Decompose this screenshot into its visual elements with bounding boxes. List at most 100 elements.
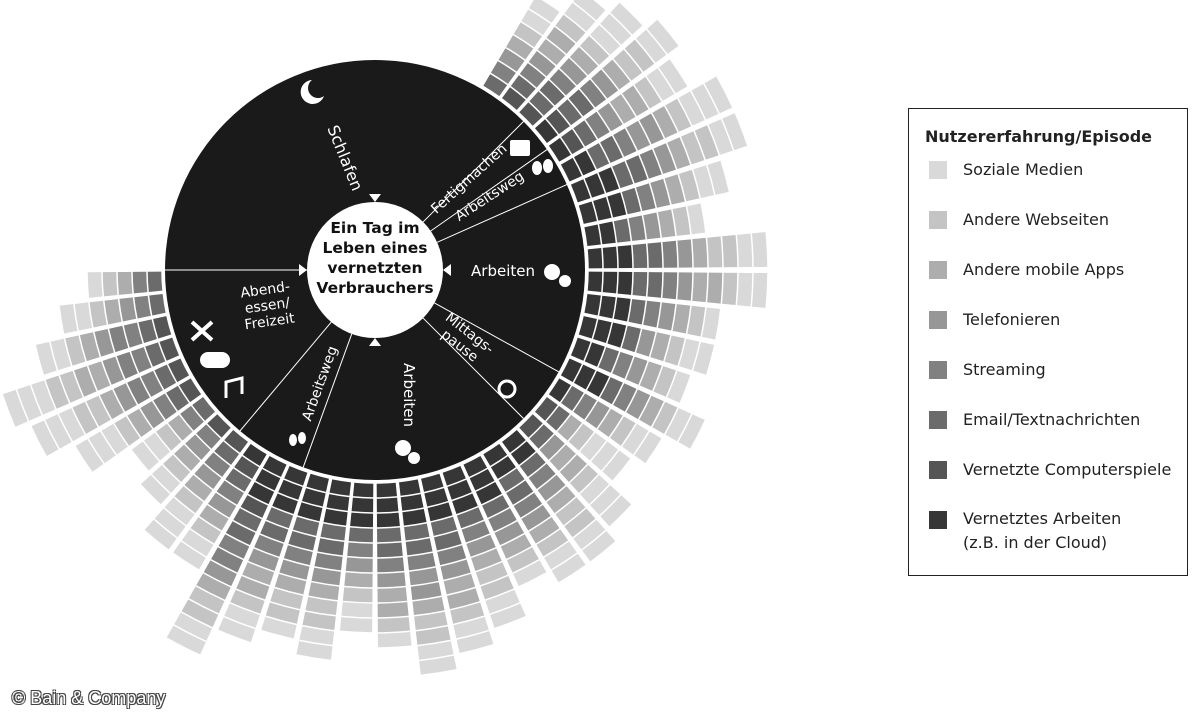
cell-segment bbox=[667, 370, 691, 403]
cell-segment bbox=[466, 534, 496, 557]
legend-swatch bbox=[929, 411, 947, 429]
legend-swatch bbox=[929, 261, 947, 279]
cell-segment bbox=[194, 463, 222, 489]
cell-segment bbox=[482, 495, 510, 518]
cell-segment bbox=[632, 272, 663, 298]
episode-label: Arbeiten bbox=[400, 363, 418, 427]
feet-icon bbox=[289, 434, 297, 446]
center-circle bbox=[307, 202, 443, 338]
cell-segment bbox=[677, 272, 693, 301]
cell-segment bbox=[166, 385, 189, 411]
legend-item: Andere Webseiten bbox=[925, 210, 1187, 260]
legend-label: Streaming bbox=[963, 360, 1046, 379]
cell-segment bbox=[570, 337, 605, 367]
cell-segment bbox=[180, 405, 204, 431]
cell-segment bbox=[342, 587, 373, 603]
cell-segment bbox=[646, 59, 688, 101]
cell-segment bbox=[131, 432, 171, 471]
cell-segment bbox=[537, 26, 576, 66]
cell-segment bbox=[377, 617, 411, 633]
cell-segment bbox=[140, 401, 165, 429]
cell-segment bbox=[417, 641, 457, 675]
cell-segment bbox=[528, 463, 556, 489]
cell-segment bbox=[707, 234, 738, 268]
cell-segment bbox=[225, 508, 262, 546]
cell-segment bbox=[203, 560, 237, 587]
cell-segment bbox=[488, 508, 517, 532]
cell-segment bbox=[621, 187, 641, 215]
cell-segment bbox=[442, 465, 478, 515]
cell-segment bbox=[587, 245, 633, 269]
cell-segment bbox=[598, 347, 620, 373]
cell-segment bbox=[261, 616, 297, 639]
episode-label: Arbeiten bbox=[471, 262, 535, 280]
episode-divider bbox=[302, 333, 353, 468]
cell-segment bbox=[519, 414, 543, 438]
cell-segment bbox=[74, 361, 111, 397]
cell-segment bbox=[174, 486, 204, 514]
cell-segment bbox=[159, 337, 180, 361]
cell-segment bbox=[584, 221, 616, 246]
cell-segment bbox=[612, 351, 634, 379]
cell-segment bbox=[75, 423, 128, 472]
legend-item: Vernetzte Computerspiele bbox=[925, 460, 1187, 510]
episode-label: Abend-essen/Freizeit bbox=[239, 279, 296, 334]
cell-segment bbox=[544, 541, 586, 583]
legend-item: Soziale Medien bbox=[925, 160, 1187, 210]
legend-item: Vernetztes Arbeiten (z.B. in der Cloud) bbox=[925, 509, 1187, 560]
cell-segment bbox=[302, 596, 338, 630]
cell-segment bbox=[430, 516, 462, 551]
cell-segment bbox=[580, 35, 610, 65]
cell-segment bbox=[154, 364, 177, 390]
cell-segment bbox=[114, 416, 141, 446]
cell-segment bbox=[443, 573, 480, 610]
cell-segment bbox=[635, 19, 679, 63]
cell-segment bbox=[609, 85, 649, 124]
cell-segment bbox=[643, 212, 661, 240]
cell-segment bbox=[153, 316, 172, 339]
cell-segment bbox=[377, 587, 409, 618]
cell-segment bbox=[519, 102, 543, 126]
cell-segment bbox=[650, 178, 671, 208]
cell-segment bbox=[323, 479, 351, 526]
cell-segment bbox=[145, 342, 166, 367]
cell-segment bbox=[450, 602, 485, 624]
legend-label: Vernetzte Computerspiele bbox=[963, 460, 1172, 479]
legend-swatch bbox=[929, 461, 947, 479]
cell-segment bbox=[404, 523, 433, 556]
cell-segment bbox=[537, 474, 566, 502]
cell-segment bbox=[622, 423, 662, 464]
cell-segment bbox=[657, 209, 676, 238]
cell-segment bbox=[609, 416, 636, 446]
cell-segment bbox=[113, 383, 137, 412]
cell-segment bbox=[560, 358, 610, 397]
cell-segment bbox=[288, 516, 320, 551]
cell-segment bbox=[174, 444, 201, 471]
cell-segment bbox=[672, 206, 691, 236]
cell-segment bbox=[412, 596, 445, 616]
cell-segment bbox=[643, 300, 661, 328]
cell-segment bbox=[653, 143, 676, 174]
cell-segment bbox=[549, 444, 587, 482]
cell-segment bbox=[513, 560, 547, 587]
cell-segment bbox=[102, 272, 118, 297]
cell-segment bbox=[230, 589, 265, 614]
cell-segment bbox=[248, 548, 279, 571]
copyright: © Bain & Company bbox=[12, 688, 166, 708]
cell-segment bbox=[539, 434, 565, 460]
legend-title: Nutzererfahrung/Episode bbox=[925, 127, 1153, 146]
cell-segment bbox=[590, 2, 643, 55]
cell-segment bbox=[506, 35, 534, 60]
cell-segment bbox=[652, 106, 678, 139]
cell-segment bbox=[190, 517, 222, 544]
cell-segment bbox=[35, 338, 72, 375]
cell-segment bbox=[224, 429, 249, 453]
cell-segment bbox=[196, 424, 221, 449]
cell-segment bbox=[260, 507, 294, 543]
cell-segment bbox=[350, 482, 374, 528]
cell-segment bbox=[207, 414, 231, 438]
cell-segment bbox=[560, 150, 596, 182]
cell-segment bbox=[612, 155, 648, 189]
cell-segment bbox=[621, 325, 641, 353]
episode-label-line: Freizeit bbox=[244, 310, 297, 333]
